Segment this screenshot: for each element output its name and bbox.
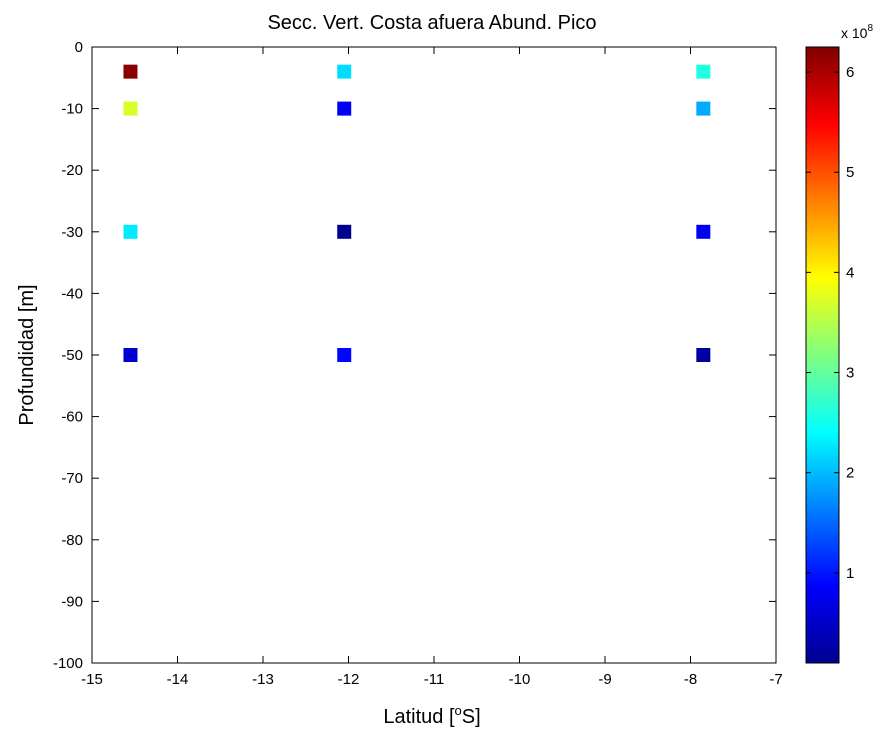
colorbar-tick-label: 6 bbox=[846, 64, 854, 81]
y-axis-label: Profundidad [m] bbox=[16, 284, 38, 425]
x-axis-label-superscript: o bbox=[455, 703, 462, 718]
y-tick-label: -60 bbox=[61, 409, 83, 426]
data-point bbox=[123, 348, 137, 362]
y-tick-label: -90 bbox=[61, 593, 83, 610]
x-axis-label-end: S] bbox=[462, 706, 481, 728]
x-tick-label: -12 bbox=[338, 671, 360, 688]
y-tick-label: -10 bbox=[61, 101, 83, 118]
x-tick-label: -11 bbox=[424, 671, 445, 688]
data-point bbox=[123, 65, 137, 79]
data-point bbox=[696, 65, 710, 79]
x-tick-label: -8 bbox=[684, 671, 697, 688]
y-tick-label: 0 bbox=[75, 39, 83, 56]
x-tick-label: -7 bbox=[769, 671, 782, 688]
colorbar-tick-label: 5 bbox=[846, 164, 854, 181]
data-point bbox=[337, 102, 351, 116]
y-tick-label: -100 bbox=[53, 655, 83, 672]
colorbar-multiplier-exponent: 8 bbox=[867, 23, 873, 34]
colorbar-tick-label: 2 bbox=[846, 465, 854, 482]
x-tick-label: -13 bbox=[252, 671, 274, 688]
colorbar-multiplier-base: x 10 bbox=[841, 25, 868, 41]
y-tick-label: -20 bbox=[61, 162, 83, 179]
data-point bbox=[696, 225, 710, 239]
data-point bbox=[337, 348, 351, 362]
y-tick-label: -40 bbox=[61, 285, 83, 302]
y-tick-label: -80 bbox=[61, 532, 83, 549]
x-axis-label: Latitud [oS] bbox=[383, 703, 480, 728]
data-point bbox=[337, 225, 351, 239]
colorbar-tick-label: 4 bbox=[846, 264, 854, 281]
data-point bbox=[123, 225, 137, 239]
data-point bbox=[696, 102, 710, 116]
chart-title: Secc. Vert. Costa afuera Abund. Pico bbox=[267, 12, 596, 34]
x-tick-label: -9 bbox=[598, 671, 611, 688]
y-tick-label: -50 bbox=[61, 347, 83, 364]
plot-area bbox=[92, 47, 776, 663]
y-tick-label: -70 bbox=[61, 470, 83, 487]
x-tick-label: -14 bbox=[167, 671, 189, 688]
data-point bbox=[123, 102, 137, 116]
colorbar bbox=[806, 47, 839, 663]
colorbar-tick-label: 1 bbox=[846, 565, 854, 582]
x-tick-label: -10 bbox=[509, 671, 531, 688]
colorbar-tick-label: 3 bbox=[846, 365, 854, 382]
y-tick-label: -30 bbox=[61, 224, 83, 241]
colorbar-multiplier: x 108 bbox=[841, 23, 873, 41]
x-axis-label-main: Latitud [ bbox=[383, 706, 455, 728]
x-tick-label: -15 bbox=[81, 671, 103, 688]
data-point bbox=[337, 65, 351, 79]
data-point bbox=[696, 348, 710, 362]
